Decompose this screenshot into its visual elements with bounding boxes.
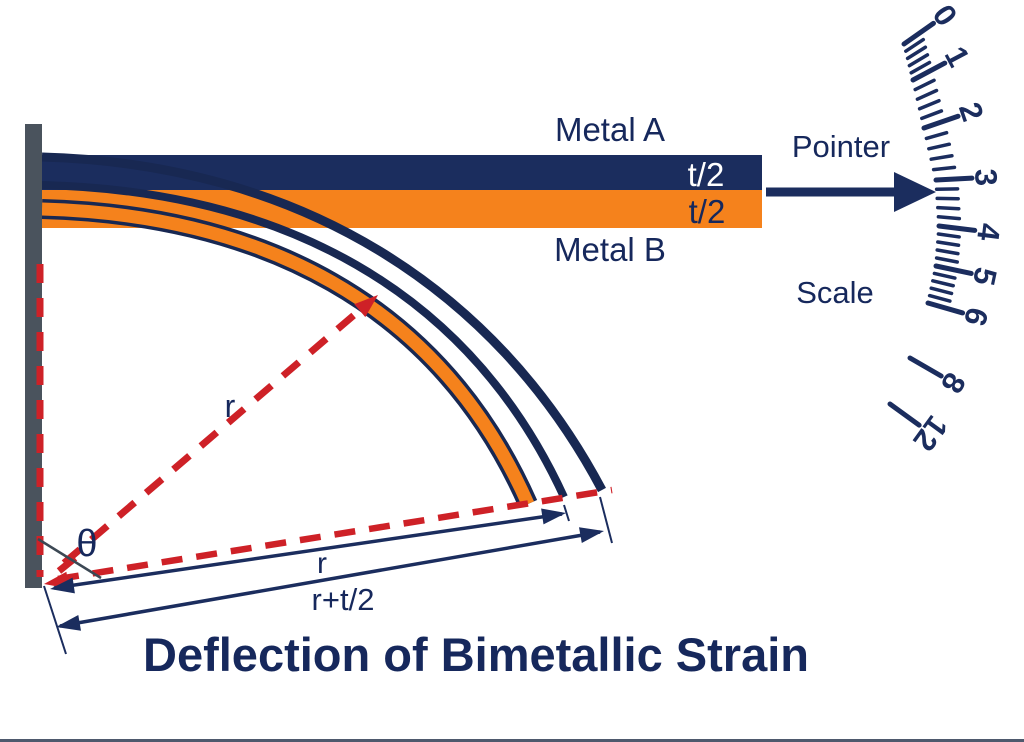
scale-major-tick <box>933 263 974 276</box>
radius-dimension-left-arrowhead <box>50 577 75 594</box>
metal-a-label: Metal A <box>555 111 665 148</box>
diagram-title: Deflection of Bimetallic Strain <box>143 628 809 681</box>
pointer-label: Pointer <box>792 129 890 164</box>
extension-line-left <box>43 585 67 655</box>
bent-strip-interface-arc <box>41 181 568 499</box>
scale-minor-tick <box>929 154 954 161</box>
radius-dimension-line <box>53 512 563 590</box>
scale-major-tick <box>925 300 966 316</box>
half-thickness-bottom-label: t/2 <box>689 193 726 230</box>
radius-dimension-right-arrowhead <box>541 508 566 525</box>
radius-ray-label: r <box>225 388 236 424</box>
scale-major-tick <box>887 401 922 428</box>
extension-line-right-mid <box>563 504 570 522</box>
scale-number: 5 <box>966 264 1004 288</box>
scale-minor-tick <box>936 232 961 239</box>
scale-major-tick <box>907 355 944 379</box>
scale-major-tick <box>933 175 975 183</box>
scale-minor-tick <box>929 286 954 296</box>
scale-minor-tick <box>936 215 962 221</box>
angle-reference-line <box>37 537 102 580</box>
theta-label: θ <box>76 523 97 565</box>
scale-minor-tick <box>905 45 928 61</box>
scale-number: 4 <box>970 221 1007 243</box>
scale-minor-tick <box>913 78 936 92</box>
scale-minor-tick <box>924 130 949 141</box>
scale-minor-tick <box>936 240 961 248</box>
pointer-arrowhead <box>894 172 936 212</box>
radius-plus-left-arrowhead <box>56 615 81 631</box>
bent-strip-outer-surface-arc <box>41 152 606 493</box>
scale-minor-tick <box>904 37 926 53</box>
scale-minor-tick <box>936 205 961 211</box>
radius-plus-dimension-line <box>59 530 601 628</box>
radius-dim-label: r <box>317 547 327 580</box>
scale-major-tick <box>936 223 978 233</box>
radius-diagonal-dashed-line <box>61 301 370 566</box>
scale-number: 6 <box>957 304 995 330</box>
bent-metal-b-arc <box>41 202 534 507</box>
scale-minor-tick <box>931 165 957 172</box>
radius-plus-right-arrowhead <box>579 527 604 543</box>
scale-minor-tick <box>909 60 932 75</box>
scale-number: 1 <box>938 41 977 73</box>
scale-minor-tick <box>920 109 944 121</box>
scale-number: 3 <box>968 168 1004 187</box>
scale-minor-tick <box>931 279 955 288</box>
scale-minor-tick <box>917 98 941 111</box>
scale-major-tick <box>921 113 961 131</box>
scale-minor-tick <box>915 88 939 101</box>
metal-b-label: Metal B <box>554 231 666 268</box>
scale-minor-tick <box>927 293 952 303</box>
scale-number: 2 <box>952 98 991 126</box>
scale-label: Scale <box>796 275 874 310</box>
radius-plus-dim-label: r+t/2 <box>312 582 375 617</box>
scale-minor-tick <box>934 256 959 264</box>
scale-number: 12 <box>906 409 955 457</box>
scale-major-tick <box>910 60 948 83</box>
scale-minor-tick <box>907 53 930 68</box>
scale-minor-tick <box>935 248 960 256</box>
scale-minor-tick <box>927 142 952 151</box>
scale-number: 8 <box>934 367 973 399</box>
scale-major-tick <box>901 20 936 47</box>
scale-minor-tick <box>932 271 957 280</box>
bottom-edge-line <box>0 739 1024 742</box>
radius-diagonal-arrowhead <box>354 295 378 318</box>
radius-horizontal-dashed-line <box>57 486 613 583</box>
half-thickness-top-label: t/2 <box>688 156 725 193</box>
extension-line-right-outer <box>599 496 613 544</box>
metal-a-strip <box>42 155 762 190</box>
